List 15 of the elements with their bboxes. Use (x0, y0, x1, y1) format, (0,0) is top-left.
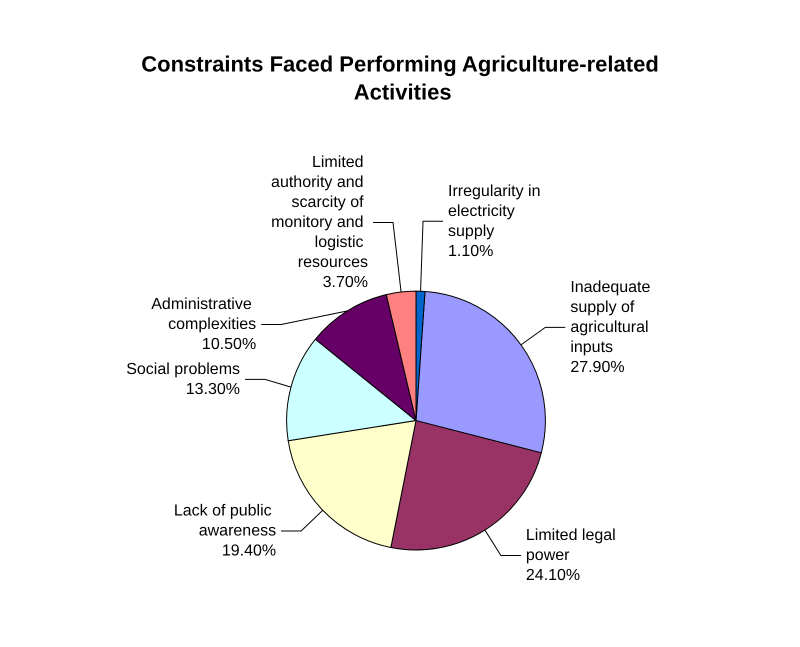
slice-label: Administrative complexities (151, 296, 256, 333)
data-label: 24.10% (526, 566, 580, 584)
chart-title: Constraints Faced Performing Agriculture-related Activities (141, 52, 659, 104)
data-label: 1.10% (448, 242, 494, 260)
data-label: 10.50% (202, 336, 256, 353)
slice-label: Social problems (126, 360, 240, 378)
data-label: 13.30% (186, 380, 240, 398)
slice-label: Lack of public awareness (174, 502, 276, 540)
data-label: 27.90% (570, 358, 625, 376)
slice-label: Limited authority and scarcity of monitory and logistic resources (271, 154, 368, 271)
slice-label: Irregularity in electricity supply (448, 182, 545, 240)
data-label: 3.70% (322, 274, 368, 291)
slice-label: Inadequate supply of agricultural inputs (570, 278, 655, 356)
data-label: 19.40% (222, 542, 276, 560)
slice-label: Limited legal power (526, 526, 620, 564)
